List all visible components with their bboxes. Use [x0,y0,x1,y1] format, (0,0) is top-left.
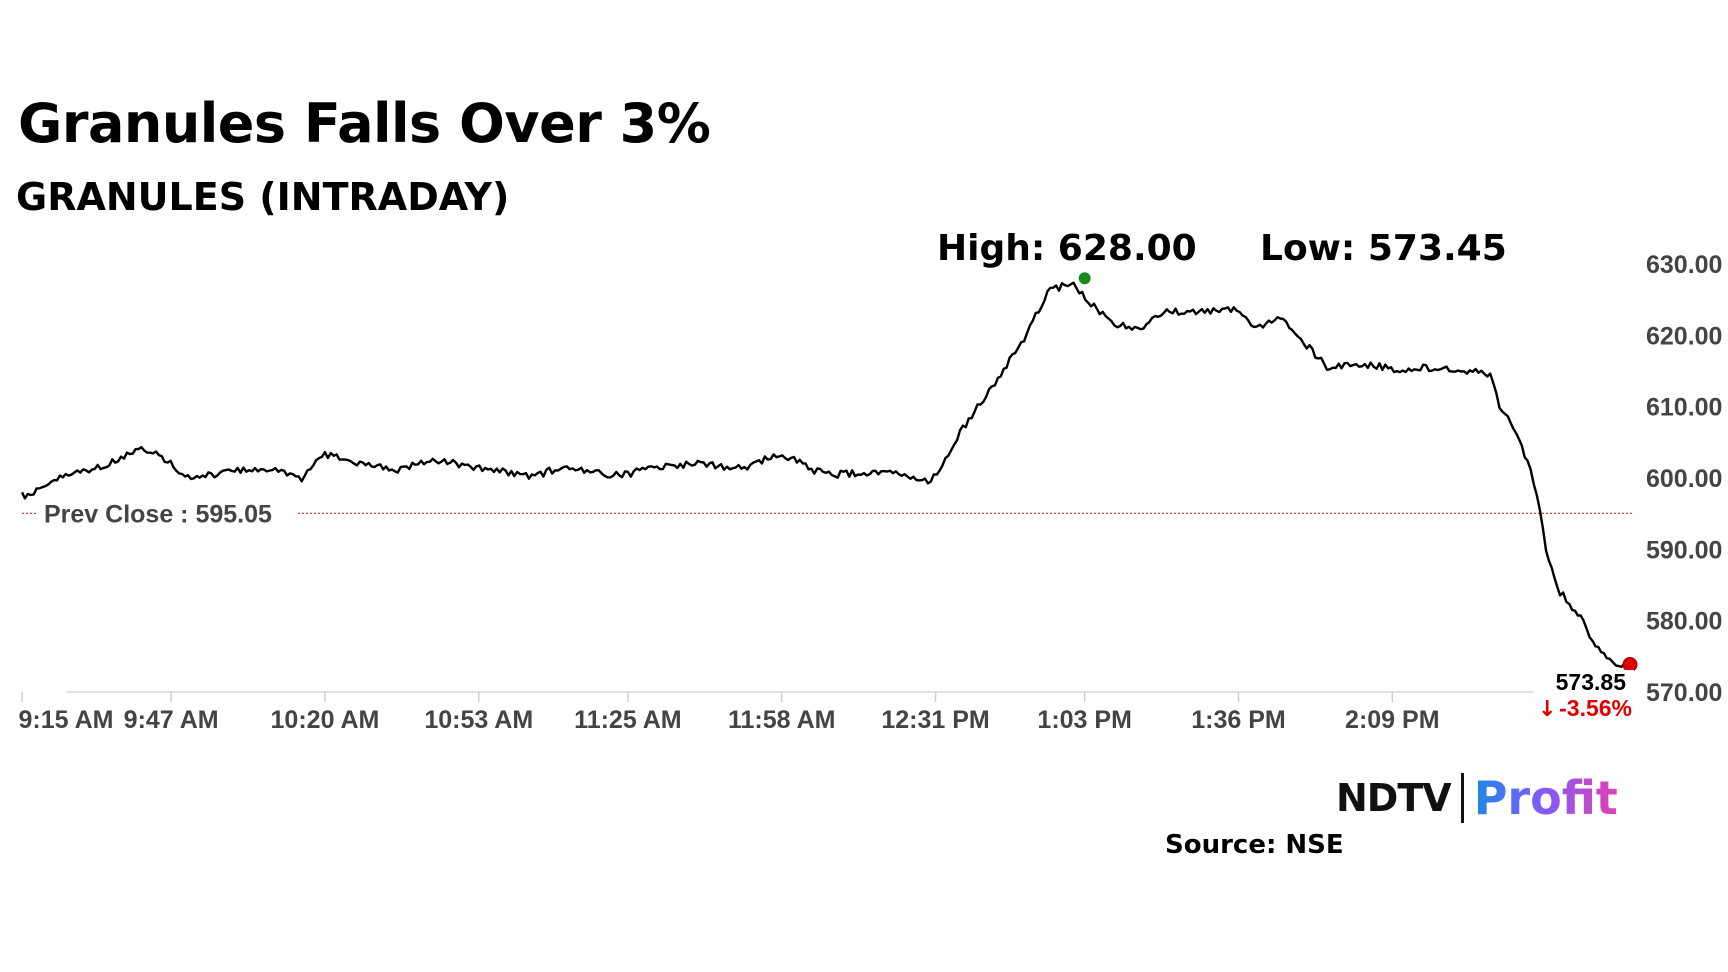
x-tick-label: 9:47 AM [124,706,219,734]
x-tick-label: 10:53 AM [424,706,533,734]
y-tick-label: 610.00 [1646,394,1722,422]
chart-subtitle: GRANULES (INTRADAY) [16,175,510,219]
x-tick-label: 10:20 AM [271,706,380,734]
series-group [20,281,1631,669]
x-tick-label: 2:09 PM [1345,706,1439,734]
y-tick-label: 600.00 [1646,465,1722,493]
prev-close-group: Prev Close : 595.05 [22,495,1632,530]
down-arrow-icon: ↓ [1538,697,1556,722]
x-tick-label: 11:25 AM [574,706,681,734]
logo-divider [1460,773,1464,823]
y-axis: 630.00 620.00 610.00 600.00 590.00 580.00 570.… [1646,251,1722,707]
prev-close-label: Prev Close : 595.05 [44,500,272,528]
change-label: -3.56% [1559,695,1632,721]
last-price-bg [1534,670,1634,722]
price-line [20,281,1631,669]
prev-close-label-bg [36,495,298,530]
y-tick-label: 620.00 [1646,322,1722,350]
y-tick-label: 580.00 [1646,608,1722,636]
last-price-label: 573.85 [1556,669,1627,695]
ndtv-profit-logo: NDTV Profit [1336,770,1618,826]
x-tick-label: 1:36 PM [1191,706,1285,734]
y-tick-label: 570.00 [1646,679,1722,707]
chart-title: Granules Falls Over 3% [18,92,711,155]
high-label: High: 628.00 [937,228,1197,269]
x-tick-label: 11:58 AM [728,706,835,734]
high-marker [1078,272,1091,285]
x-tick-label: 1:03 PM [1037,706,1131,734]
y-tick-label: 590.00 [1646,536,1722,564]
y-tick-label: 630.00 [1646,251,1722,279]
markers-group: 573.85↓ -3.56% [1078,272,1638,722]
source-note: Source: NSE [1165,830,1344,860]
x-tick-label: 9:15 AM [19,706,114,734]
x-tick-label: 12:31 PM [881,706,989,734]
logo-ndtv-text: NDTV [1336,776,1452,820]
low-label: Low: 573.45 [1260,228,1507,269]
logo-profit-text: Profit [1473,771,1618,825]
x-axis: 9:15 AM 9:47 AM 10:20 AM 10:53 AM 11:25 AM 11… [19,691,1632,734]
